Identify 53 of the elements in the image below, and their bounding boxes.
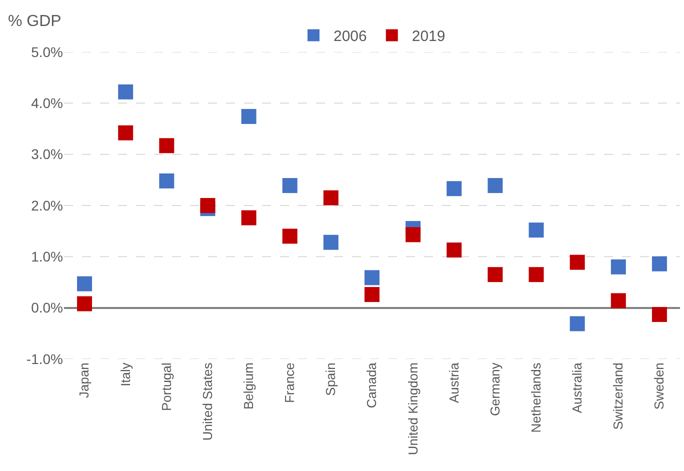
- x-tick-label: Netherlands: [528, 362, 544, 433]
- x-tick-label: France: [282, 362, 298, 404]
- x-tick-label: Australia: [570, 362, 585, 414]
- x-tick-label: Japan: [76, 362, 92, 398]
- y-tick-label: 3.0%: [31, 146, 63, 162]
- point: [282, 228, 298, 244]
- point: [159, 173, 174, 188]
- y-tick-label: 0.0%: [31, 300, 63, 316]
- y-tick-label: -1.0%: [26, 350, 63, 367]
- point: [528, 267, 544, 282]
- point: [323, 234, 338, 250]
- point: [118, 84, 134, 100]
- x-tick-label: Switzerland: [610, 362, 626, 430]
- point: [364, 287, 380, 302]
- point: [406, 227, 421, 242]
- legend-label: 2019: [412, 28, 446, 46]
- point: [446, 181, 462, 196]
- point: [652, 256, 667, 272]
- x-tick-label: United States: [200, 362, 215, 441]
- x-tick-label: Belgium: [241, 362, 256, 410]
- point: [610, 259, 626, 274]
- point: [77, 276, 92, 292]
- point: [570, 316, 585, 332]
- point: [323, 190, 338, 206]
- point: [364, 270, 380, 286]
- point: [446, 242, 462, 258]
- x-tick-label: Portugal: [158, 362, 174, 412]
- point: [241, 108, 256, 124]
- point: [282, 178, 298, 194]
- point: [570, 254, 585, 270]
- point: [528, 222, 544, 238]
- x-tick-label: Germany: [487, 362, 502, 416]
- point: [488, 267, 503, 282]
- x-tick-label: Canada: [364, 362, 380, 408]
- y-tick-label: 1.0%: [31, 248, 63, 265]
- point: [241, 210, 256, 226]
- y-axis-title: % GDP: [8, 13, 62, 30]
- y-tick-label: 2.0%: [31, 197, 63, 214]
- point: [77, 296, 92, 312]
- x-tick-label: Italy: [118, 362, 133, 386]
- y-tick-label: 4.0%: [31, 95, 63, 112]
- y-tick-label: 5.0%: [31, 44, 63, 60]
- point: [610, 293, 626, 308]
- x-tick-label: Sweden: [652, 362, 667, 410]
- x-tick-label: United Kingdom: [405, 362, 420, 456]
- x-tick-label: Austria: [446, 362, 462, 404]
- x-tick-label: Spain: [323, 362, 338, 396]
- point: [159, 138, 174, 154]
- point: [488, 178, 503, 194]
- legend-label: 2006: [334, 28, 367, 46]
- point: [118, 125, 134, 140]
- point: [652, 306, 667, 322]
- point: [200, 198, 216, 213]
